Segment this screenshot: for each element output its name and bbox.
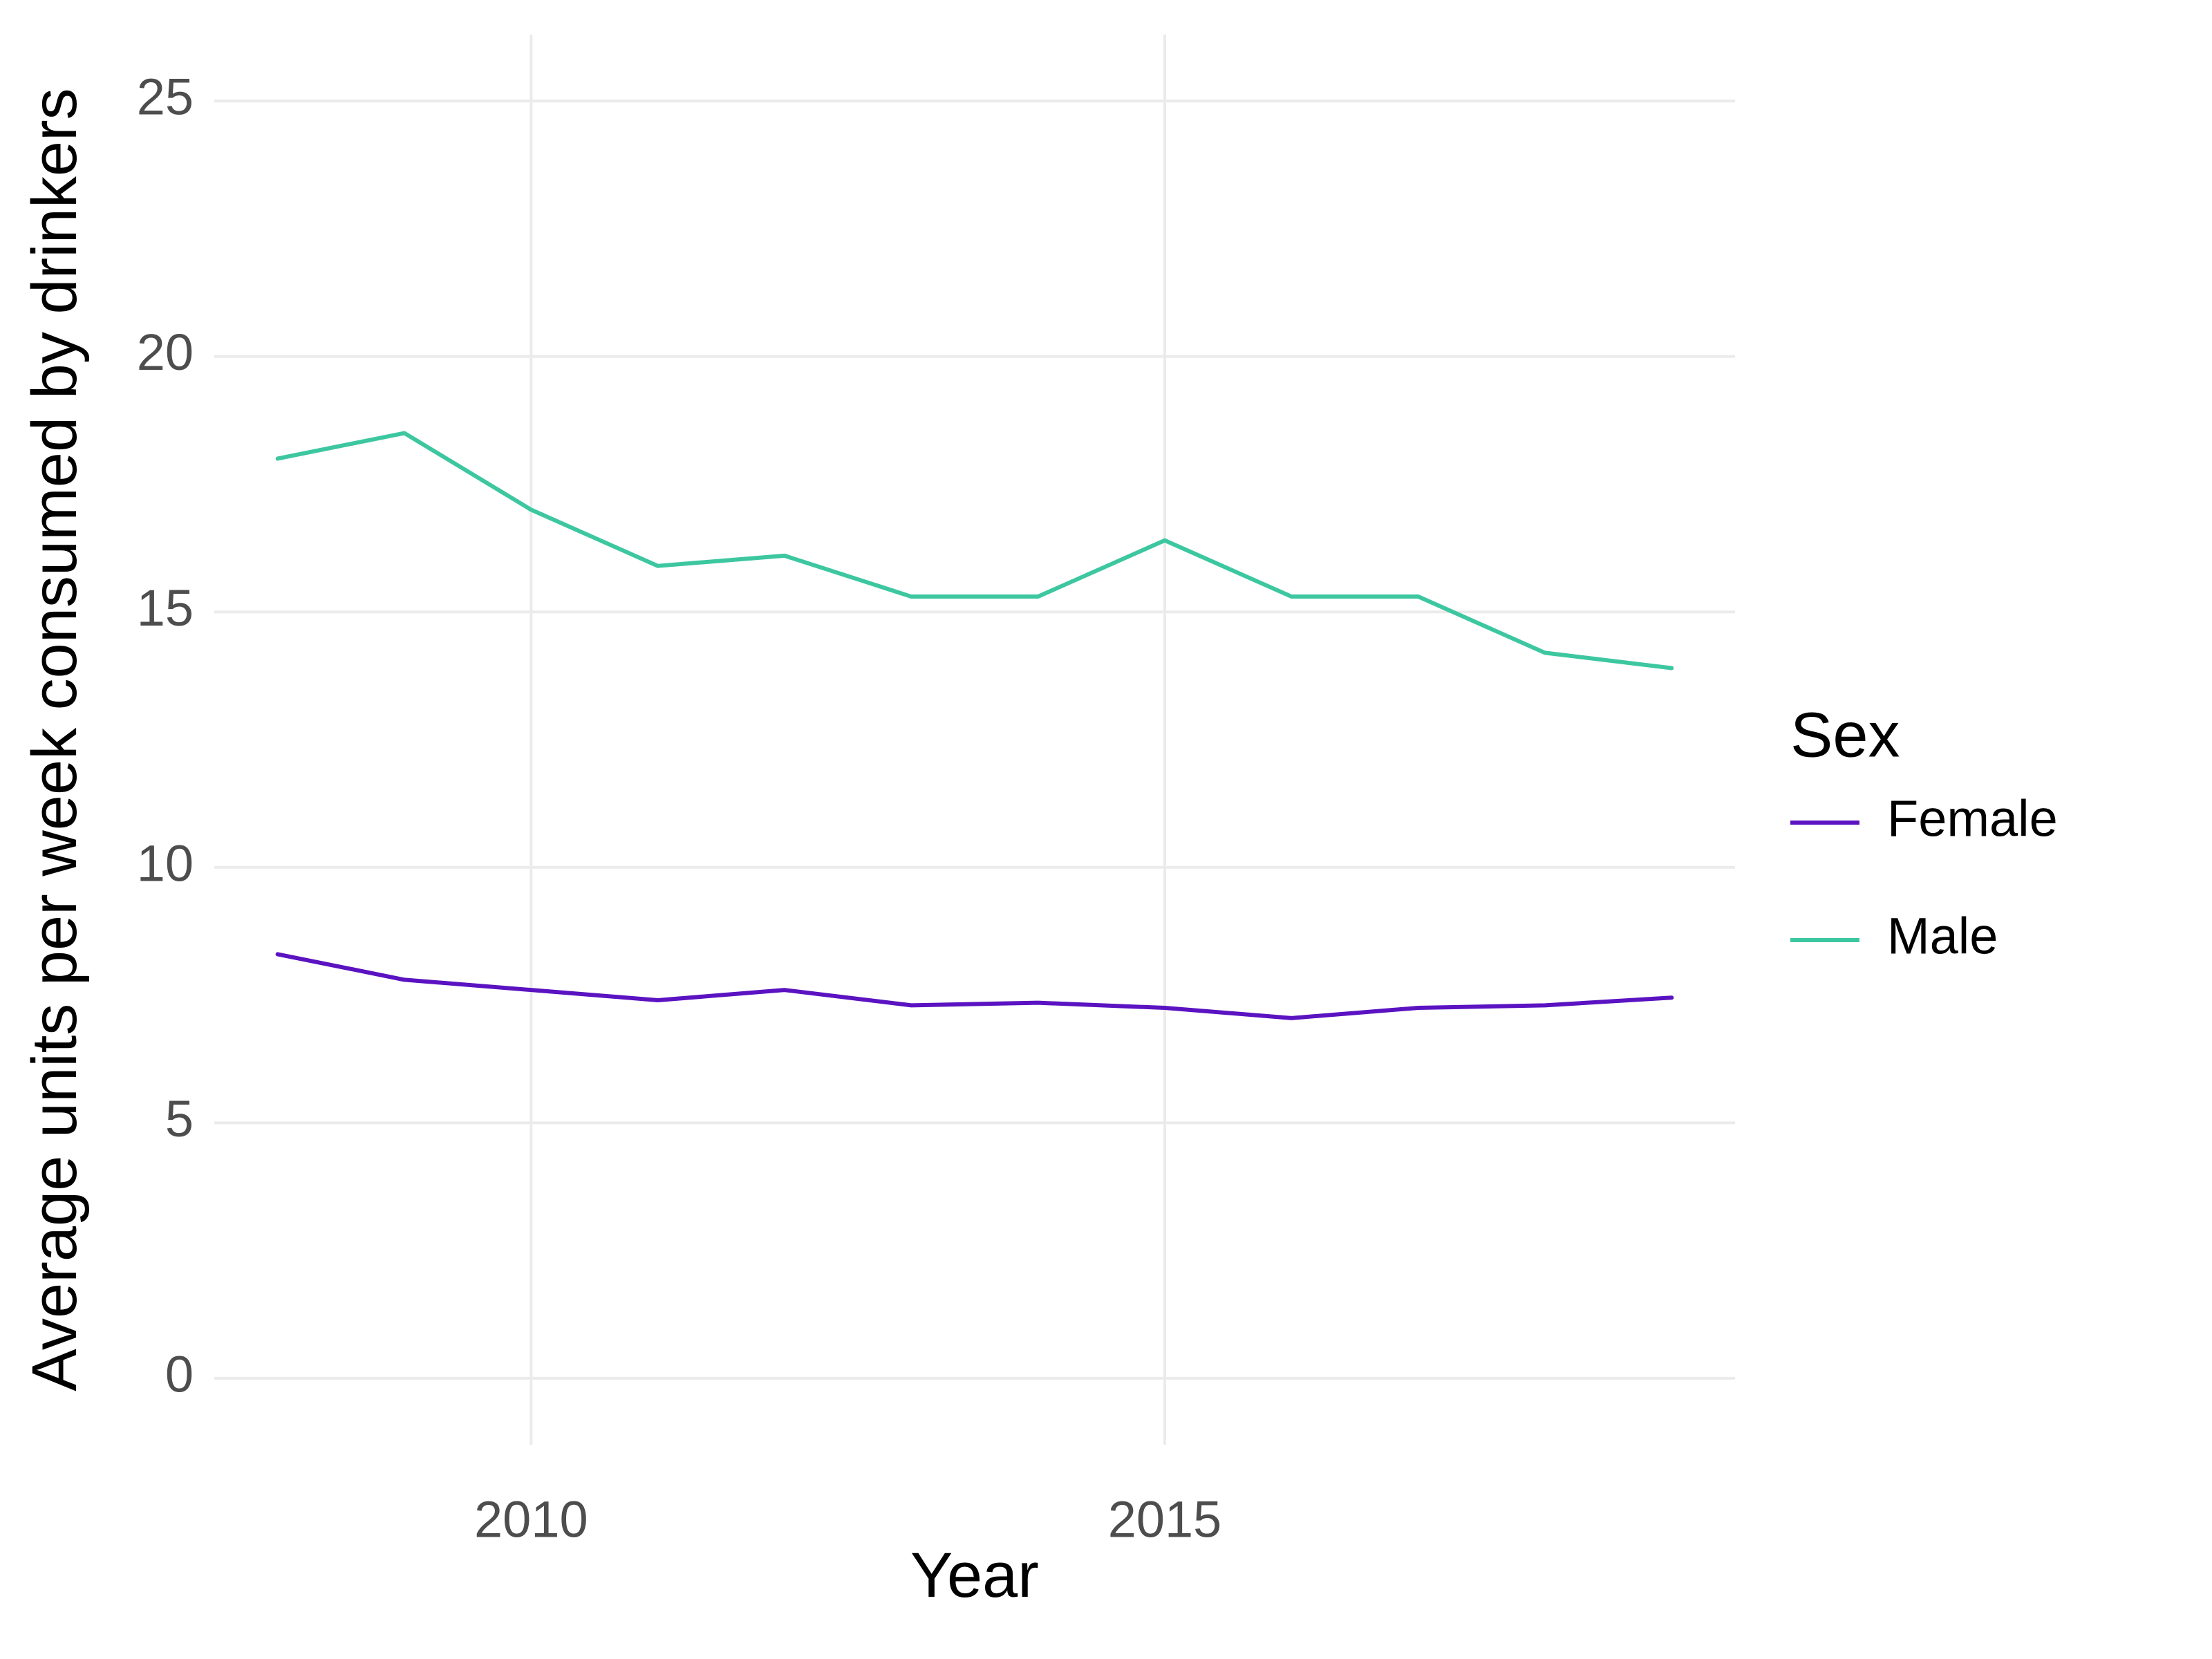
y-tick-label: 10 <box>137 834 194 892</box>
y-tick-label: 0 <box>165 1345 194 1403</box>
y-axis-title: Average units per week consumed by drink… <box>19 88 90 1391</box>
legend-title: Sex <box>1790 700 1900 770</box>
plot-panel <box>214 35 1735 1445</box>
legend-label-female: Female <box>1887 790 2058 847</box>
x-tick-label: 2015 <box>1108 1491 1222 1548</box>
y-tick-label: 15 <box>137 579 194 637</box>
y-tick-label: 25 <box>137 68 194 126</box>
chart-container: 0 5 10 15 20 25 2010 2015 Year Average units per … <box>0 0 2212 1659</box>
x-tick-label: 2010 <box>474 1491 588 1548</box>
legend-label-male: Male <box>1887 908 1998 965</box>
line-chart: 0 5 10 15 20 25 2010 2015 Year Average units per … <box>0 0 2212 1659</box>
x-axis-title: Year <box>910 1540 1039 1611</box>
y-tick-label: 5 <box>165 1090 194 1147</box>
y-tick-label: 20 <box>137 324 194 381</box>
